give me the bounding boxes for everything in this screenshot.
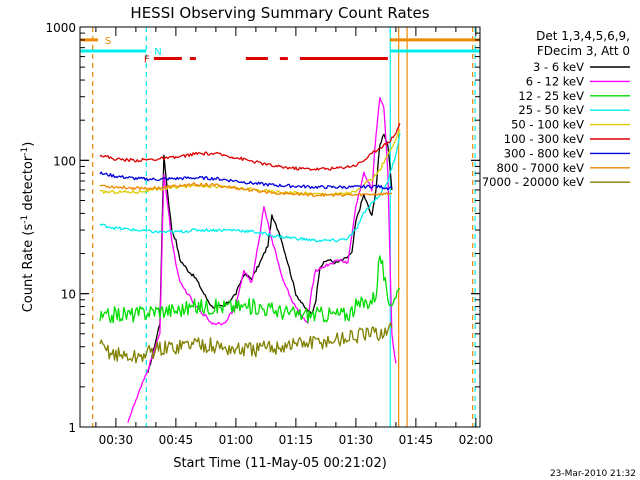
series-line-2 bbox=[127, 96, 397, 423]
y-tick-label: 100 bbox=[53, 154, 76, 168]
legend-header-line-1: Det 1,3,4,5,6,9, bbox=[536, 29, 630, 43]
flag-label-s: S bbox=[105, 36, 111, 47]
reference-lines bbox=[92, 27, 476, 427]
series-line-7 bbox=[99, 171, 393, 191]
legend-label: 6 - 12 keV bbox=[526, 74, 584, 88]
legend: Det 1,3,4,5,6,9, FDecim 3, Att 0 3 - 6 k… bbox=[482, 29, 630, 189]
y-tick-label: 1000 bbox=[45, 21, 76, 35]
series-lines bbox=[99, 96, 401, 423]
flag-label-f: F bbox=[144, 55, 150, 66]
legend-label: 7000 - 20000 keV bbox=[482, 175, 584, 189]
generated-timestamp: 23-Mar-2010 21:32 bbox=[550, 469, 636, 479]
x-axis: 00:30 00:45 01:00 01:15 01:30 01:45 02:00 bbox=[95, 27, 494, 447]
x-tick-label: 02:00 bbox=[459, 433, 494, 447]
legend-label: 25 - 50 keV bbox=[518, 103, 584, 117]
legend-label: 100 - 300 keV bbox=[504, 132, 584, 146]
legend-label: 12 - 25 keV bbox=[518, 89, 584, 103]
y-axis: 1 10 100 1000 bbox=[45, 21, 480, 435]
legend-label: 300 - 800 keV bbox=[504, 146, 584, 160]
series-line-4 bbox=[99, 132, 401, 243]
legend-header-line-2: FDecim 3, Att 0 bbox=[537, 44, 630, 58]
y-axis-label: Count Rate (s-1 detector-1) bbox=[20, 142, 36, 313]
y-tick-label: 1 bbox=[68, 421, 76, 435]
x-tick-label: 01:45 bbox=[399, 433, 434, 447]
y-tick-label: 10 bbox=[61, 288, 76, 302]
x-axis-label: Start Time (11-May-05 00:21:02) bbox=[173, 456, 387, 471]
legend-label: 800 - 7000 keV bbox=[496, 161, 584, 175]
x-tick-label: 01:30 bbox=[339, 433, 374, 447]
series-line-9 bbox=[99, 322, 393, 364]
series-line-6 bbox=[99, 122, 401, 171]
plot-frame bbox=[79, 26, 481, 428]
legend-label: 3 - 6 keV bbox=[533, 60, 584, 74]
series-line-8 bbox=[99, 182, 393, 198]
x-tick-label: 00:45 bbox=[159, 433, 194, 447]
flag-label-n: N bbox=[154, 47, 161, 58]
x-tick-label: 01:15 bbox=[279, 433, 314, 447]
series-line-5 bbox=[99, 129, 401, 196]
legend-label: 50 - 100 keV bbox=[511, 118, 584, 132]
chart-title: HESSI Observing Summary Count Rates bbox=[130, 4, 429, 22]
x-tick-label: 00:30 bbox=[99, 433, 134, 447]
series-line-3 bbox=[99, 255, 401, 324]
x-tick-label: 01:00 bbox=[219, 433, 254, 447]
